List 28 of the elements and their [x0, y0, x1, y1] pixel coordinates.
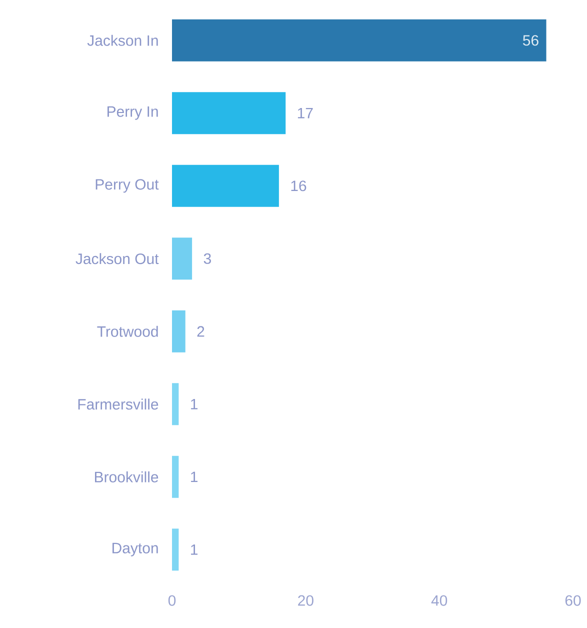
data-label: 1 — [191, 544, 198, 555]
y-tick-label: Perry Out — [96, 179, 159, 193]
x-tick-label: 40 — [431, 595, 448, 606]
bar — [172, 383, 179, 426]
y-tick-label: Jackson In — [87, 34, 158, 46]
bar — [172, 92, 286, 134]
data-label: 3 — [204, 253, 211, 264]
y-tick-label: Perry In — [108, 106, 158, 120]
y-tick-label: Jackson Out — [76, 253, 159, 264]
data-label: 1 — [191, 472, 198, 482]
x-tick-label: 60 — [565, 595, 581, 606]
y-tick-label: Trotwood — [97, 326, 158, 337]
y-tick-label: Dayton — [112, 542, 158, 556]
bar — [172, 310, 186, 352]
data-label: 17 — [298, 108, 313, 118]
bar — [172, 164, 279, 207]
bar — [172, 238, 192, 280]
x-tick-label: 20 — [298, 595, 314, 606]
bar — [172, 528, 179, 571]
data-label: 56 — [522, 35, 538, 46]
data-label: 16 — [291, 180, 306, 192]
bar — [172, 19, 546, 62]
y-tick-label: Brookville — [95, 471, 158, 482]
data-label: 1 — [191, 398, 198, 410]
x-tick-label: 0 — [168, 595, 176, 606]
y-tick-label: Farmersville — [78, 398, 158, 410]
bar — [172, 456, 179, 498]
data-label: 2 — [197, 326, 204, 337]
